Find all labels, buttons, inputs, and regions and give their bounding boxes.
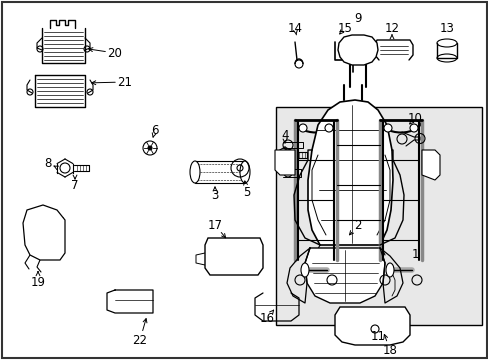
Polygon shape [23,205,65,260]
Polygon shape [204,238,263,275]
Circle shape [409,124,417,132]
Text: 7: 7 [71,179,79,192]
Text: 12: 12 [384,22,399,35]
Text: 10: 10 [407,112,422,125]
Text: 22: 22 [132,333,147,346]
Polygon shape [421,150,439,180]
Text: 17: 17 [207,219,222,231]
Ellipse shape [301,263,308,277]
Text: 6: 6 [151,123,159,136]
Text: 20: 20 [107,46,122,59]
Ellipse shape [390,274,398,288]
Text: 13: 13 [439,22,453,35]
Text: 5: 5 [243,185,250,198]
Polygon shape [305,248,384,303]
Text: 3: 3 [211,189,218,202]
Text: 9: 9 [353,12,361,24]
Ellipse shape [385,263,393,277]
Circle shape [298,124,306,132]
Text: 15: 15 [337,22,352,35]
Bar [275,107,481,325]
Text: 2: 2 [353,219,361,231]
Text: 4: 4 [281,129,288,141]
Ellipse shape [436,39,456,47]
Circle shape [383,124,391,132]
Ellipse shape [240,161,249,183]
Text: 1: 1 [410,248,418,261]
Polygon shape [307,100,392,245]
Text: 19: 19 [30,275,45,288]
Text: 16: 16 [259,311,274,324]
Circle shape [325,124,332,132]
Text: 14: 14 [287,22,302,35]
Polygon shape [337,35,377,65]
Polygon shape [274,150,294,175]
Polygon shape [334,307,409,345]
Text: 11: 11 [370,330,385,343]
Text: 18: 18 [382,343,397,356]
Circle shape [148,146,152,150]
Text: 21: 21 [117,76,132,89]
Ellipse shape [190,161,200,183]
Ellipse shape [362,323,386,335]
Ellipse shape [436,54,456,62]
Text: 8: 8 [44,157,52,170]
